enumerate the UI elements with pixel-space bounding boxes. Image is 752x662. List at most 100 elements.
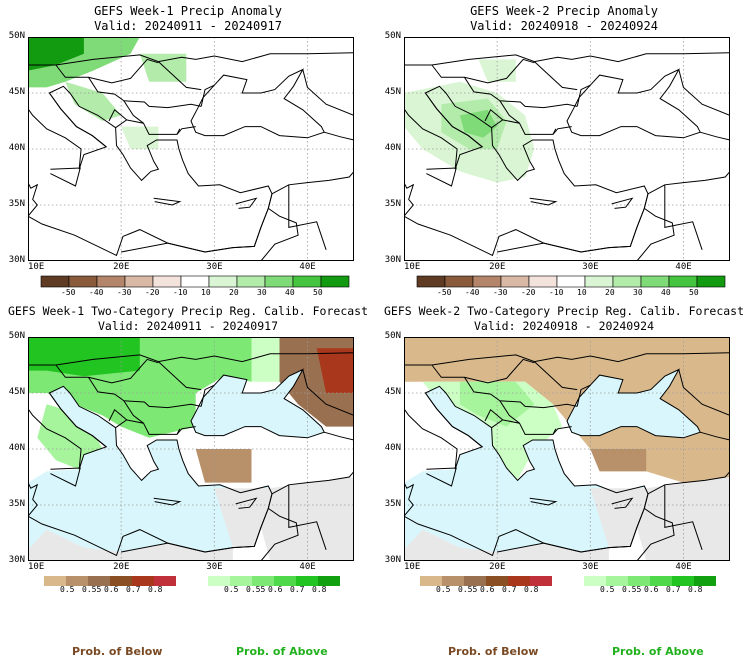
country-border	[88, 377, 202, 409]
panel3-title: GEFS Week-1 Two-Category Precip Reg. Cal…	[0, 304, 376, 334]
colorbar-swatch	[472, 275, 502, 288]
colorbar-swatch	[132, 576, 154, 586]
colorbar-label: 0.7	[290, 585, 305, 594]
anomaly-area	[65, 81, 122, 121]
colorbar-label: -20	[145, 288, 160, 297]
country-border	[678, 69, 730, 116]
lon-label: 40E	[675, 262, 692, 272]
lat-label: 50N	[384, 331, 401, 341]
colorbar-label: -30	[117, 288, 132, 297]
probability-area	[195, 449, 252, 483]
coastline	[50, 467, 81, 487]
country-border	[700, 131, 730, 141]
lat-label: 45N	[384, 87, 401, 97]
country-border	[636, 507, 675, 561]
black-sea-coast	[190, 68, 325, 139]
coastline	[48, 85, 273, 253]
country-border	[464, 377, 578, 409]
colorbar-label: 0.7	[126, 585, 141, 594]
panel3-below-colorbar	[44, 573, 182, 592]
colorbar-swatch	[650, 576, 672, 586]
panel2-title: GEFS Week-2 Precip Anomaly Valid: 202409…	[376, 4, 752, 34]
coastline	[153, 497, 182, 506]
country-border	[576, 84, 591, 107]
coastline	[235, 197, 258, 209]
country-border	[431, 358, 535, 384]
colorbar-label: 50	[313, 288, 323, 297]
panel1-title: GEFS Week-1 Precip Anomaly Valid: 202409…	[0, 4, 376, 34]
lon-label: 10E	[404, 562, 421, 572]
colorbar-label: 40	[661, 288, 671, 297]
colorbar-swatch	[296, 576, 318, 586]
country-border	[271, 471, 354, 495]
lat-label: 35N	[8, 499, 25, 509]
no-data-area	[404, 529, 609, 561]
panel4-title: GEFS Week-2 Two-Category Precip Reg. Cal…	[376, 304, 752, 334]
panel4-below-colorbar	[420, 573, 558, 592]
map-frame	[28, 337, 354, 561]
country-border	[664, 484, 703, 550]
colorbar-label: 0.5	[436, 585, 451, 594]
country-border	[491, 419, 572, 435]
country-border	[158, 361, 202, 391]
coastline	[529, 497, 558, 506]
colorbar-swatch	[464, 576, 486, 586]
panel4-below-colorbar-svg	[420, 576, 552, 586]
colorbar-label: -40	[465, 288, 480, 297]
colorbar-label: 10	[201, 288, 211, 297]
probability-area	[251, 337, 280, 382]
panel4-map-svg	[404, 337, 730, 561]
colorbar-swatch	[152, 275, 182, 288]
panel1-colorbar-svg	[40, 275, 350, 288]
no-data-area	[590, 477, 730, 561]
lat-label: 35N	[384, 199, 401, 209]
lon-label: 30E	[206, 262, 223, 272]
black-sea-coast	[566, 68, 701, 139]
colorbar-swatch	[612, 275, 642, 288]
lat-label: 45N	[384, 387, 401, 397]
colorbar-label: 0.8	[524, 585, 539, 594]
panel2-colorbar-svg	[416, 275, 726, 288]
colorbar-label: 0.6	[644, 585, 659, 594]
panel2-map	[404, 37, 730, 261]
colorbar-label: 0.8	[148, 585, 163, 594]
lat-label: 50N	[8, 31, 25, 41]
country-border	[491, 119, 572, 135]
lat-label: 40N	[8, 443, 25, 453]
country-border	[464, 77, 578, 109]
colorbar-swatch	[124, 275, 154, 288]
colorbar-label: -20	[521, 288, 536, 297]
colorbar-label: 0.8	[688, 585, 703, 594]
country-border	[200, 84, 215, 107]
colorbar-swatch	[68, 275, 98, 288]
colorbar-swatch	[640, 275, 670, 288]
coastline	[50, 167, 81, 187]
colorbar-label: 0.7	[502, 585, 517, 594]
colorbar-swatch	[442, 576, 464, 586]
colorbar-label: 0.6	[268, 585, 283, 594]
country-border	[552, 128, 557, 135]
lon-label: 20E	[113, 562, 130, 572]
panel3-above-colorbar-svg	[208, 576, 340, 586]
colorbar-label: -50	[437, 288, 452, 297]
lat-label: 45N	[8, 387, 25, 397]
country-border	[176, 428, 181, 435]
lat-label: 40N	[384, 143, 401, 153]
colorbar-swatch	[264, 275, 294, 288]
anomaly-area	[121, 126, 159, 149]
colorbar-swatch	[416, 275, 446, 288]
lon-label: 20E	[113, 262, 130, 272]
country-border	[302, 69, 354, 116]
lat-label: 50N	[384, 31, 401, 41]
lon-label: 30E	[206, 562, 223, 572]
country-border	[158, 61, 202, 91]
colorbar-swatch	[584, 275, 614, 288]
coastline	[426, 467, 457, 487]
prob-above-caption-left: Prob. of Above	[236, 645, 328, 658]
panel4-title-line2: Valid: 20240918 - 20240924	[473, 319, 654, 333]
country-border	[678, 369, 730, 416]
colorbar-swatch	[274, 576, 296, 586]
panel4-title-line1: GEFS Week-2 Two-Category Precip Reg. Cal…	[383, 304, 745, 318]
lat-label: 50N	[8, 331, 25, 341]
colorbar-label: 30	[257, 288, 267, 297]
